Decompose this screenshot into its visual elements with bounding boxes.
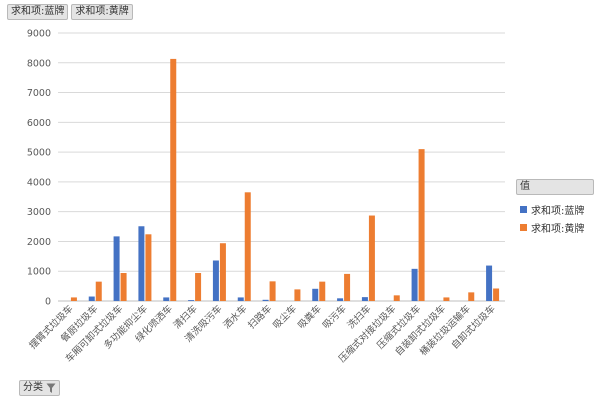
legend-swatch-orange [520,224,527,231]
y-tick-label: 7000 [27,88,51,99]
legend-item-blue[interactable]: 求和项:蓝牌 [520,202,596,217]
field-button-blue[interactable]: 求和项:蓝牌 [7,4,69,20]
x-tick-label: 吸污车 [320,303,349,332]
bar-blue[interactable] [262,299,269,301]
x-tick-label: 吸尘车 [270,303,299,332]
bar-blue[interactable] [361,297,368,301]
category-filter-button[interactable]: 分类 [19,380,60,396]
bar-orange[interactable] [443,297,450,301]
bar-blue[interactable] [188,300,195,301]
category-filter-label: 分类 [23,382,43,393]
bar-blue[interactable] [486,265,493,301]
x-tick-label: 扫路车 [246,303,275,332]
field-buttons: 求和项:蓝牌 求和项:黄牌 [7,4,133,20]
bar-blue[interactable] [163,297,170,301]
bar-orange[interactable] [344,273,351,301]
legend: 值 求和项:蓝牌 求和项:黄牌 [516,174,596,238]
bar-blue[interactable] [138,226,145,301]
bars [70,58,500,302]
legend-label-blue: 求和项:蓝牌 [531,206,585,217]
field-button-yellow[interactable]: 求和项:黄牌 [71,4,133,20]
y-axis: 0 1000 2000 3000 4000 5000 6000 7000 8000 9000 [27,29,51,308]
bar-orange[interactable] [195,273,202,301]
bar-orange[interactable] [170,58,177,302]
bar-orange[interactable] [244,192,251,301]
bar-orange[interactable] [418,149,425,301]
bar-orange[interactable] [145,234,152,301]
bar-orange[interactable] [120,273,127,301]
bar-blue[interactable] [337,298,344,301]
filter-icon [46,383,56,393]
x-tick-label: 洒水车 [221,303,250,332]
legend-swatch-blue [520,206,527,213]
legend-label-orange: 求和项:黄牌 [531,224,585,235]
bar-orange[interactable] [368,215,375,301]
bar-blue[interactable] [88,296,95,301]
y-tick-label: 9000 [27,29,51,40]
bar-orange[interactable] [269,281,276,301]
bar-orange[interactable] [319,281,326,301]
bar-blue[interactable] [411,268,418,301]
bar-orange[interactable] [95,281,102,301]
y-tick-label: 5000 [27,148,51,159]
bar-orange[interactable] [468,292,475,301]
bar-blue[interactable] [212,260,219,301]
bar-blue[interactable] [113,236,120,301]
y-tick-label: 6000 [27,118,51,129]
bar-orange[interactable] [219,243,226,301]
gridlines [58,32,505,302]
legend-item-orange[interactable]: 求和项:黄牌 [520,220,596,235]
bar-blue[interactable] [312,288,319,301]
y-tick-label: 0 [45,297,51,308]
bar-blue[interactable] [237,297,244,301]
y-tick-label: 1000 [27,267,51,278]
y-tick-label: 3000 [27,207,51,218]
x-tick-label: 吸粪车 [295,303,324,332]
bar-orange[interactable] [294,289,301,301]
x-axis: 摆臂式垃圾车餐厨垃圾车车厢可卸式垃圾车多功能抑尘车绿化喷洒车清扫车清洗吸污车洒水… [27,303,498,365]
bar-orange[interactable] [393,295,400,301]
y-tick-label: 8000 [27,58,51,69]
y-tick-label: 2000 [27,237,51,248]
legend-title[interactable]: 值 [516,179,594,195]
bar-orange[interactable] [70,297,77,301]
bar-orange[interactable] [493,288,500,301]
y-tick-label: 4000 [27,177,51,188]
